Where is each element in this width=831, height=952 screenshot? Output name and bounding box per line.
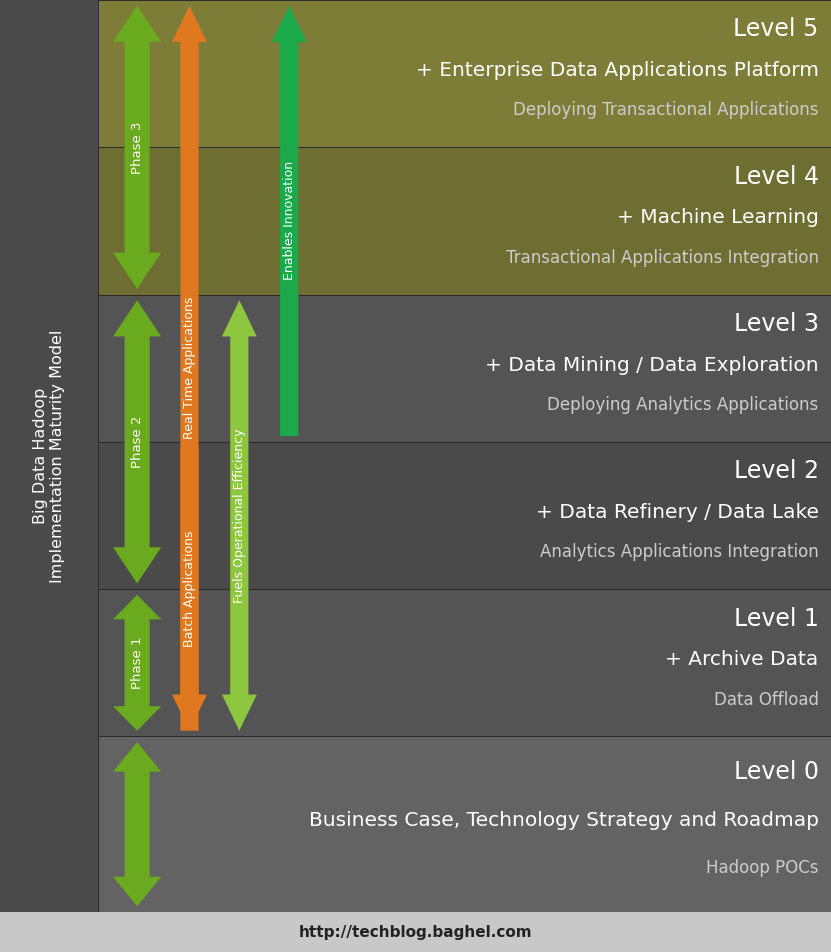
Text: Level 1: Level 1 — [734, 606, 819, 630]
Text: http://techblog.baghel.com: http://techblog.baghel.com — [298, 924, 533, 940]
Text: Batch Applications: Batch Applications — [183, 531, 196, 647]
Text: Phase 3: Phase 3 — [130, 121, 144, 173]
Text: Level 0: Level 0 — [734, 760, 819, 783]
Polygon shape — [222, 300, 257, 731]
Text: Business Case, Technology Strategy and Roadmap: Business Case, Technology Strategy and R… — [308, 811, 819, 830]
Bar — [98, 0, 831, 148]
Text: Phase 1: Phase 1 — [130, 637, 144, 689]
Text: Big Data Hadoop
Implementation Maturity Model: Big Data Hadoop Implementation Maturity … — [33, 329, 65, 583]
Text: + Enterprise Data Applications Platform: + Enterprise Data Applications Platform — [416, 61, 819, 80]
Text: Fuels Operational Efficiency: Fuels Operational Efficiency — [233, 428, 246, 603]
Text: Analytics Applications Integration: Analytics Applications Integration — [540, 544, 819, 562]
Polygon shape — [172, 6, 207, 731]
Text: Deploying Transactional Applications: Deploying Transactional Applications — [513, 102, 819, 119]
Polygon shape — [113, 6, 161, 288]
Polygon shape — [113, 595, 161, 731]
Text: Level 2: Level 2 — [734, 459, 819, 484]
Text: Level 3: Level 3 — [734, 312, 819, 336]
Bar — [0, 0, 98, 912]
Text: Level 4: Level 4 — [734, 165, 819, 188]
Bar — [98, 589, 831, 737]
Text: Real Time Applications: Real Time Applications — [183, 297, 196, 440]
Text: Phase 2: Phase 2 — [130, 416, 144, 468]
Text: Transactional Applications Integration: Transactional Applications Integration — [505, 248, 819, 267]
Text: + Archive Data: + Archive Data — [666, 650, 819, 669]
Polygon shape — [113, 743, 161, 906]
Text: Level 5: Level 5 — [733, 17, 819, 42]
Text: Data Offload: Data Offload — [714, 690, 819, 708]
Bar — [98, 294, 831, 442]
Polygon shape — [113, 300, 161, 584]
Polygon shape — [272, 6, 307, 436]
Text: Enables Innovation: Enables Innovation — [283, 161, 296, 281]
Bar — [98, 737, 831, 912]
Text: + Machine Learning: + Machine Learning — [617, 208, 819, 228]
Text: + Data Mining / Data Exploration: + Data Mining / Data Exploration — [485, 356, 819, 375]
Bar — [98, 442, 831, 589]
Text: Deploying Analytics Applications: Deploying Analytics Applications — [548, 396, 819, 414]
Bar — [98, 148, 831, 294]
Bar — [0, 912, 831, 952]
Text: + Data Refinery / Data Lake: + Data Refinery / Data Lake — [535, 503, 819, 522]
Polygon shape — [172, 447, 207, 731]
Text: Hadoop POCs: Hadoop POCs — [706, 859, 819, 877]
